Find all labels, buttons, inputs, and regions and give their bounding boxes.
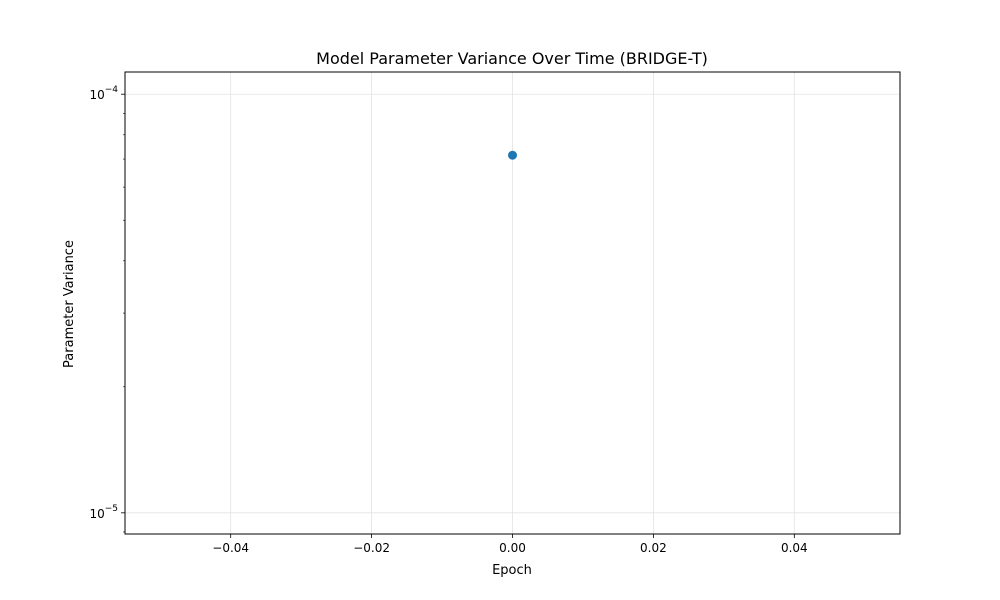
data-points [508, 150, 517, 160]
y-tick-label: 10−5 [89, 504, 118, 521]
plot-area-frame [124, 71, 901, 535]
x-tick-label: 0.02 [640, 541, 667, 555]
x-tick-label: −0.02 [353, 541, 390, 555]
chart-title: Model Parameter Variance Over Time (BRID… [316, 49, 708, 68]
axis-ticks: −0.04 −0.02 0.00 0.02 0.04 10−5 10−4 [89, 85, 807, 555]
x-tick-label: −0.04 [212, 541, 249, 555]
data-point [508, 150, 517, 160]
y-axis-label: Parameter Variance [62, 240, 77, 368]
grid [125, 72, 900, 534]
y-tick-label: 10−4 [89, 85, 118, 102]
x-tick-label: 0.04 [781, 541, 808, 555]
x-tick-label: 0.00 [499, 541, 526, 555]
x-axis-label: Epoch [492, 563, 532, 578]
